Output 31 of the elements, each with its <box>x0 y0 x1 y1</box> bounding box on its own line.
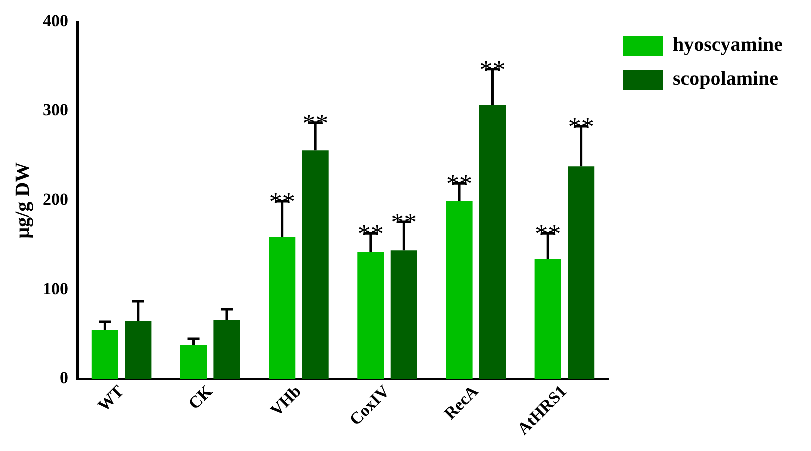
bar <box>390 250 418 380</box>
annotation: ** <box>535 220 562 249</box>
annotation: ** <box>269 187 296 216</box>
annotation: ** <box>358 220 384 249</box>
bar <box>568 166 595 380</box>
y-axis-title: μg/g DW <box>12 162 34 239</box>
annotation: ** <box>446 170 473 199</box>
y-tick-label: 400 <box>43 11 68 30</box>
bar <box>479 105 506 380</box>
annotation: ** <box>391 208 418 238</box>
y-tick-label: 300 <box>43 100 68 120</box>
y-tick-label: 100 <box>43 279 68 298</box>
bar <box>302 150 329 380</box>
x-tick-label: WT <box>94 381 128 416</box>
bar <box>446 201 473 380</box>
legend-label: scopolamine <box>673 68 779 90</box>
y-tick-label: 0 <box>60 368 68 388</box>
legend-label: hyoscyamine <box>673 34 784 56</box>
bar <box>92 330 118 380</box>
x-tick-label: VHb <box>266 382 305 420</box>
annotation: ** <box>302 108 329 138</box>
annotation: ** <box>568 112 594 142</box>
bar <box>125 321 152 380</box>
bar <box>358 252 384 380</box>
bar <box>534 260 562 380</box>
y-tick-label: 200 <box>43 190 68 209</box>
bar <box>269 237 296 380</box>
bar <box>180 345 208 380</box>
bar <box>214 320 240 380</box>
annotation: ** <box>480 55 506 84</box>
x-tick-label: CK <box>184 381 217 414</box>
